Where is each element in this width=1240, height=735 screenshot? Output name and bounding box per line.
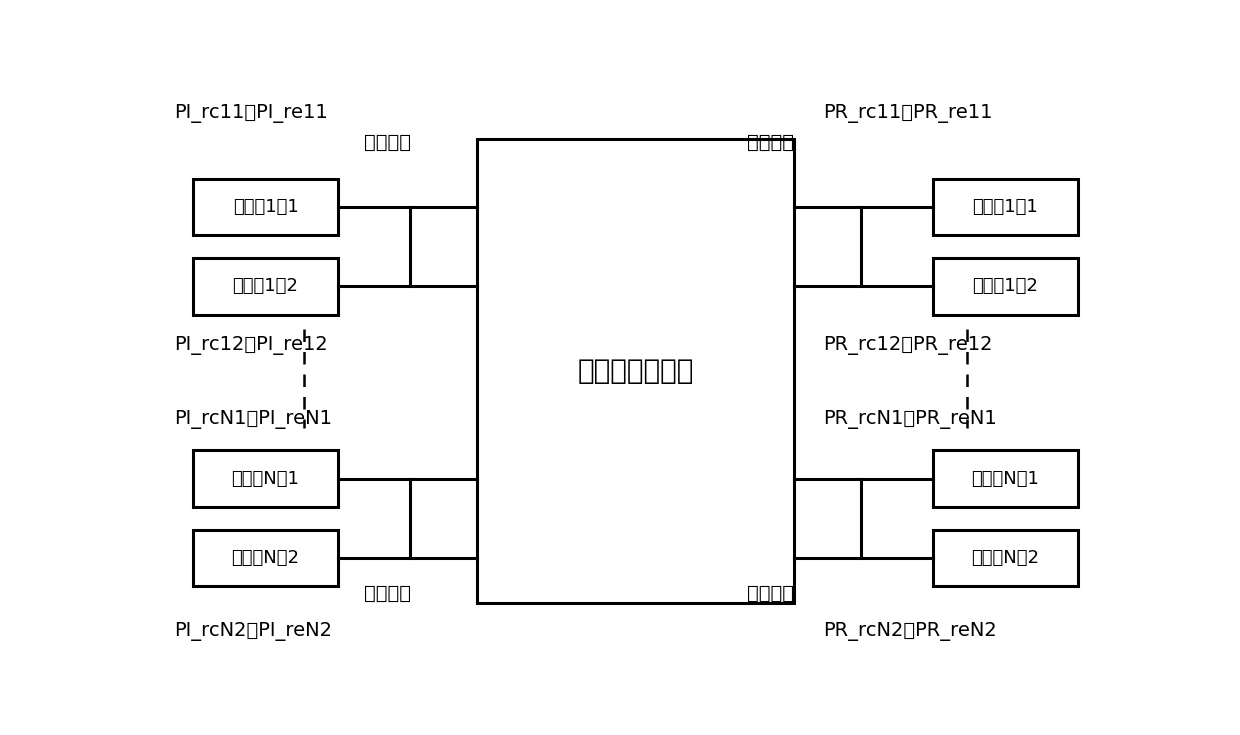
Bar	[193, 451, 337, 507]
Text: 受端坹1杗2: 受端坹1杗2	[972, 277, 1038, 295]
Text: PI_rcN2，PI_reN2: PI_rcN2，PI_reN2	[174, 622, 332, 641]
Text: PR_rc11，PR_re11: PR_rc11，PR_re11	[823, 104, 992, 123]
Text: 送端站N杗2: 送端站N杗2	[232, 549, 300, 567]
Text: 网孔状直流线路: 网孔状直流线路	[578, 357, 693, 385]
Bar	[934, 179, 1078, 235]
Text: PI_rcN1，PI_reN1: PI_rcN1，PI_reN1	[174, 410, 332, 429]
Text: 受端站N杗2: 受端站N杗2	[971, 549, 1039, 567]
Text: 直流线路: 直流线路	[365, 132, 412, 151]
Text: PI_rc12，PI_re12: PI_rc12，PI_re12	[174, 336, 327, 355]
Text: PR_rc12，PR_re12: PR_rc12，PR_re12	[823, 336, 992, 355]
Text: PI_rc11，PI_re11: PI_rc11，PI_re11	[174, 104, 327, 123]
Text: 直流线路: 直流线路	[746, 584, 794, 603]
Bar	[934, 451, 1078, 507]
Bar	[193, 258, 337, 315]
Text: 送端坹1杗1: 送端坹1杗1	[233, 198, 299, 216]
Text: 受端坹1杗1: 受端坹1杗1	[972, 198, 1038, 216]
Text: PR_rcN2，PR_reN2: PR_rcN2，PR_reN2	[823, 622, 997, 641]
Text: 送端坹1杗2: 送端坹1杗2	[233, 277, 299, 295]
Text: 送端站N杗1: 送端站N杗1	[232, 470, 299, 488]
Text: PR_rcN1，PR_reN1: PR_rcN1，PR_reN1	[823, 410, 997, 429]
Bar	[934, 258, 1078, 315]
Bar	[934, 530, 1078, 587]
Text: 直流线路: 直流线路	[746, 132, 794, 151]
Bar	[477, 139, 794, 603]
Bar	[193, 179, 337, 235]
Text: 直流线路: 直流线路	[365, 584, 412, 603]
Text: 受端站N杗1: 受端站N杗1	[972, 470, 1039, 488]
Bar	[193, 530, 337, 587]
